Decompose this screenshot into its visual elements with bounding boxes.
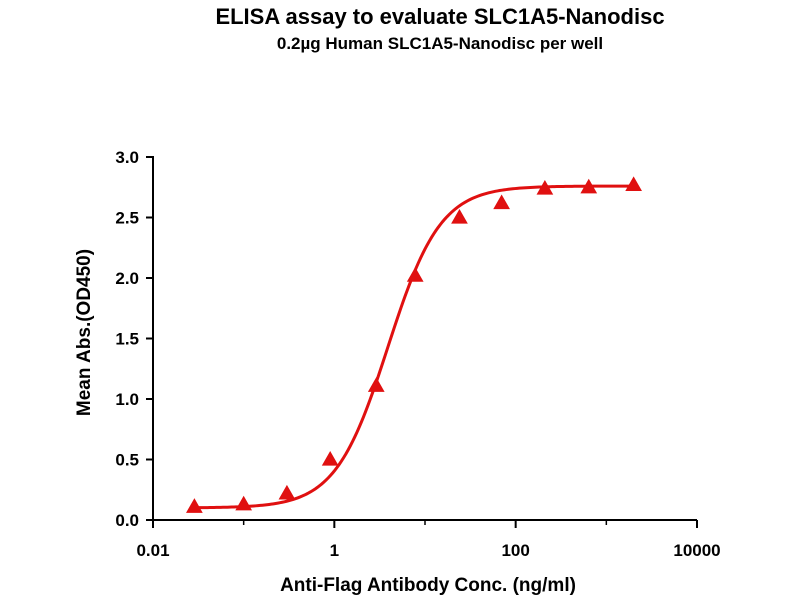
x-tick-label-2: 100 — [501, 541, 529, 560]
y-tick-label-6: 3.0 — [115, 148, 139, 167]
data-point-10 — [625, 176, 642, 191]
y-tick-label-2: 1.0 — [115, 390, 139, 409]
data-point-4 — [367, 377, 385, 392]
data-point-2 — [278, 484, 296, 500]
y-tick-label-0: 0.0 — [115, 511, 139, 530]
data-point-6 — [451, 208, 468, 224]
y-tick-label-3: 1.5 — [115, 330, 139, 349]
x-axis-label: Anti-Flag Antibody Conc. (ng/ml) — [280, 575, 576, 596]
x-tick-label-0: 0.01 — [136, 541, 169, 560]
data-point-1 — [235, 495, 253, 511]
data-point-8 — [536, 179, 554, 195]
data-point-9 — [580, 178, 598, 194]
y-tick-label-5: 2.5 — [115, 209, 139, 228]
y-tick-label-4: 2.0 — [115, 269, 139, 288]
y-tick-label-1: 0.5 — [115, 451, 139, 470]
data-point-7 — [493, 194, 510, 210]
x-tick-label-3: 10000 — [673, 541, 720, 560]
x-tick-label-1: 1 — [330, 541, 339, 560]
chart-title: ELISA assay to evaluate SLC1A5-Nanodisc — [215, 4, 665, 29]
data-points-layer — [186, 176, 642, 513]
axes: 0.0 0.5 1.0 1.5 2.0 2.5 3.0 0.01 1 100 10000 — [115, 148, 720, 560]
data-point-3 — [321, 450, 339, 466]
fit-curve-0 — [194, 184, 634, 510]
data-point-0 — [186, 498, 203, 513]
y-axis-label: Mean Abs.(OD450) — [74, 249, 95, 416]
data-point-5 — [406, 267, 424, 282]
fit-curve-layer — [194, 184, 634, 510]
chart-subtitle: 0.2µg Human SLC1A5-Nanodisc per well — [276, 34, 604, 53]
